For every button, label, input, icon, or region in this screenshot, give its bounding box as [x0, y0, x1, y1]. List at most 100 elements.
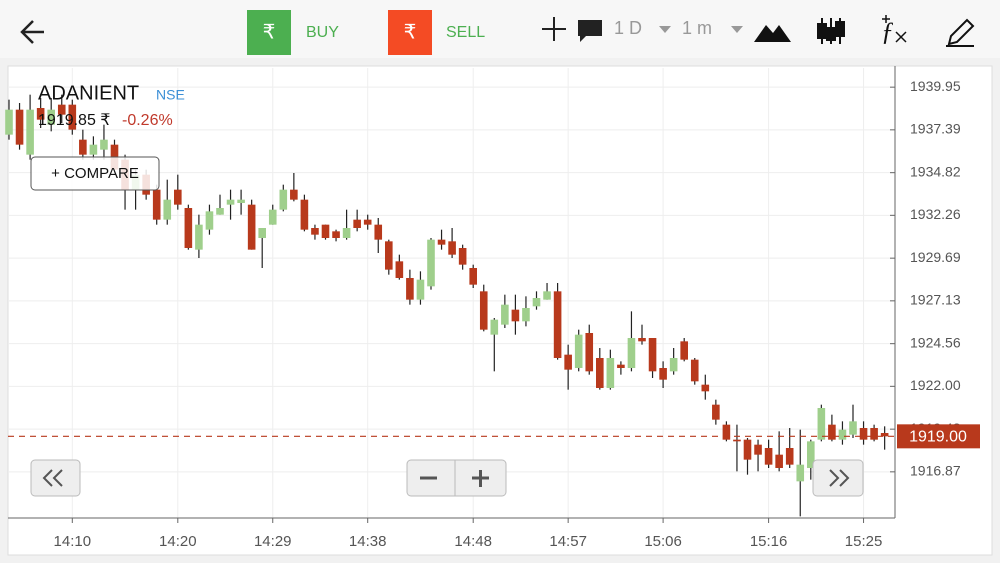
- candle-body: [574, 334, 583, 368]
- candle-body: [733, 439, 741, 442]
- candle-body: [680, 341, 688, 360]
- y-tick-label: 1929.69: [910, 249, 961, 265]
- x-tick-label: 14:38: [349, 533, 387, 550]
- buy-label[interactable]: BUY: [306, 24, 339, 41]
- period-dropdown[interactable]: [659, 26, 671, 33]
- buy-icon: ₹: [263, 21, 276, 43]
- sell-button[interactable]: [388, 10, 432, 55]
- last-price-tag: [897, 424, 980, 449]
- candle-body: [163, 199, 172, 220]
- crosshair-icon[interactable]: [542, 17, 566, 41]
- pencil-icon[interactable]: [946, 18, 975, 47]
- candle-body: [701, 384, 710, 392]
- interval-dropdown[interactable]: [731, 26, 743, 33]
- candle-body: [332, 231, 340, 238]
- candle-body: [36, 108, 45, 120]
- candle-body: [237, 199, 245, 203]
- candle-body: [775, 454, 783, 468]
- candle-body: [226, 199, 235, 205]
- candles-icon[interactable]: [817, 18, 845, 44]
- y-tick-label: 1924.56: [910, 334, 961, 350]
- symbol: ADANIENT: [38, 82, 139, 104]
- candle-body: [374, 224, 383, 240]
- x-tick-label: 15:06: [644, 533, 682, 550]
- candle-body: [585, 333, 594, 372]
- candle-body: [490, 319, 499, 335]
- candle-body: [406, 278, 414, 300]
- candle-body: [785, 448, 794, 465]
- scroll-left-button[interactable]: [30, 459, 81, 497]
- x-tick-label: 14:10: [54, 533, 92, 550]
- toolbar: [0, 0, 1000, 58]
- candle-body: [26, 109, 34, 155]
- candle-body: [79, 139, 87, 155]
- candle-body: [690, 359, 699, 382]
- candle-body: [606, 358, 615, 388]
- candle-body: [479, 291, 488, 330]
- candle-body: [596, 358, 604, 388]
- candle-body: [817, 408, 826, 440]
- fx-plus: [882, 15, 890, 23]
- fx-icon[interactable]: ƒ: [881, 17, 894, 46]
- y-tick-label: 1934.82: [910, 163, 961, 179]
- candle-body: [437, 239, 446, 245]
- sell-icon: ₹: [404, 21, 417, 43]
- candle-body: [290, 189, 298, 200]
- candle-body: [395, 261, 404, 278]
- y-tick-label: 1916.87: [910, 463, 961, 479]
- candle-body: [627, 338, 636, 368]
- candle-body: [669, 358, 678, 372]
- x-tick-label: 14:57: [549, 533, 587, 550]
- y-tick-label: 1922.00: [910, 377, 961, 393]
- candle-body: [448, 241, 456, 255]
- candle-body: [807, 441, 815, 468]
- candle-body: [501, 304, 509, 325]
- candle-body: [300, 199, 309, 230]
- back-button[interactable]: [20, 20, 44, 44]
- candle-body: [469, 268, 477, 285]
- fx-x: [895, 31, 907, 43]
- candle-body: [838, 429, 847, 440]
- candle-body: [216, 208, 224, 215]
- candle-body: [859, 428, 868, 440]
- y-tick-label: 1937.39: [910, 121, 961, 137]
- candle-body: [458, 248, 467, 265]
- candle-body: [722, 424, 731, 440]
- candle-body: [522, 308, 530, 322]
- candle-body: [849, 421, 857, 435]
- candle-body: [796, 464, 805, 482]
- exchange: NSE: [156, 87, 185, 103]
- x-tick-label: 14:20: [159, 533, 197, 550]
- buy-button[interactable]: [247, 10, 291, 55]
- candle-body: [828, 424, 836, 440]
- candle-body: [268, 209, 277, 225]
- zoom-in[interactable]: [472, 470, 489, 487]
- candle-body: [427, 239, 435, 287]
- candle-body: [511, 309, 520, 322]
- price: 1919.85 ₹: [38, 112, 110, 129]
- candle-body: [258, 228, 266, 238]
- mountain-icon[interactable]: [754, 25, 791, 42]
- candle-body: [564, 354, 572, 370]
- candle-body: [100, 139, 108, 150]
- candle-body: [152, 189, 161, 220]
- candle-body: [89, 144, 98, 155]
- candle-body: [57, 104, 66, 115]
- compare-button[interactable]: [30, 156, 160, 191]
- candle-body: [321, 224, 330, 238]
- candle-body: [712, 404, 720, 420]
- interval[interactable]: 1 m: [682, 18, 712, 38]
- comment-icon[interactable]: [578, 20, 602, 42]
- candle-body: [279, 189, 288, 210]
- last-price-label: 1919.00: [909, 429, 967, 446]
- scroll-left-icon: [42, 469, 63, 487]
- compare-label[interactable]: + COMPARE: [51, 165, 139, 182]
- y-tick-label: 1939.95: [910, 78, 961, 94]
- candle-body: [754, 444, 762, 455]
- sell-label[interactable]: SELL: [446, 24, 485, 41]
- y-tick-label: 1927.13: [910, 292, 961, 308]
- period[interactable]: 1 D: [614, 18, 642, 38]
- candle-body: [543, 291, 551, 300]
- x-tick-label: 15:16: [750, 533, 788, 550]
